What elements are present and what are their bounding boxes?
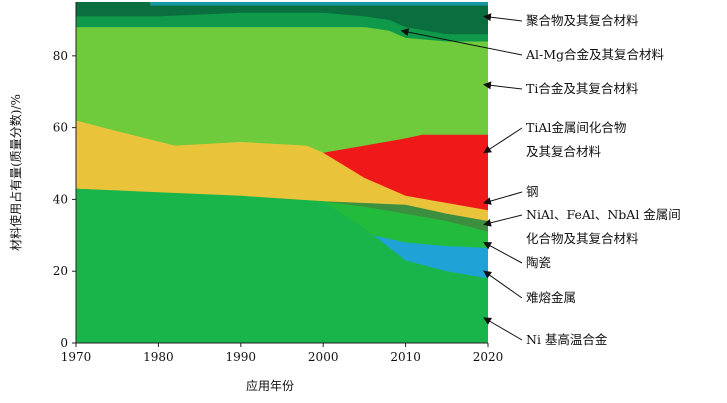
legend-item-steel: 钢: [483, 184, 539, 205]
legend-item-ti: Ti合金及其复合材料: [483, 81, 639, 96]
legend-pointer-ni: [483, 317, 523, 341]
legend-pointer-polymer: [483, 13, 523, 22]
legend-item-ceramics: 陶瓷: [483, 242, 551, 270]
x-tick-label: 1990: [226, 350, 257, 364]
y-tick-label: 80: [53, 49, 68, 63]
x-ticks: 1970 1980 1990 2000 2010 2020: [61, 343, 504, 364]
y-tick-label: 40: [53, 192, 68, 206]
x-tick-label: 2000: [308, 350, 339, 364]
legend-pointer-ti: [483, 81, 523, 90]
legend-item-almg: Al-Mg合金及其复合材料: [400, 28, 665, 62]
legend-label-intermetallic: NiAl、FeAl、NbAl 金属间: [526, 207, 681, 222]
legend-label-tial: TiAl金属间化合物: [526, 120, 626, 135]
x-tick-label: 1980: [143, 350, 174, 364]
legend-pointer-almg: [400, 28, 523, 56]
legend-pointer-refractory: [483, 270, 523, 299]
legend-item-polymer: 聚合物及其复合材料: [483, 13, 639, 28]
y-tick-label: 60: [53, 121, 68, 135]
x-tick-label: 2010: [390, 350, 421, 364]
legend-pointer-tial: [483, 127, 523, 154]
legend: 聚合物及其复合材料 Al-Mg合金及其复合材料 Ti合金及其复合材料 TiAl金属间化…: [400, 13, 681, 347]
x-axis-label: 应用年份: [246, 378, 294, 393]
legend-label-almg: Al-Mg合金及其复合材料: [525, 47, 665, 62]
legend-label-polymer: 聚合物及其复合材料: [526, 13, 639, 28]
legend-pointer-steel: [483, 191, 523, 205]
legend-label-tial: 及其复合材料: [526, 144, 602, 159]
legend-label-ceramics: 陶瓷: [526, 255, 551, 270]
x-tick-label: 2020: [473, 350, 504, 364]
x-tick-label: 1970: [61, 350, 92, 364]
legend-item-refractory: 难熔金属: [483, 270, 576, 305]
legend-label-intermetallic: 化合物及其复合材料: [526, 231, 639, 246]
legend-label-refractory: 难熔金属: [526, 290, 576, 305]
legend-pointer-ceramics: [483, 242, 523, 264]
legend-pointer-intermetallic: [483, 214, 523, 227]
y-ticks: 0 20 40 60 80: [53, 49, 76, 350]
legend-label-ni: Ni 基高温合金: [526, 332, 608, 347]
legend-label-steel: 钢: [526, 184, 539, 199]
area-layer: [76, 2, 488, 344]
legend-item-ni: Ni 基高温合金: [483, 317, 608, 347]
legend-label-ti: Ti合金及其复合材料: [526, 81, 639, 96]
y-axis-label: 材料使用占有量(质量分数)/%: [8, 94, 23, 251]
y-tick-label: 20: [53, 264, 68, 278]
y-tick-label: 0: [60, 336, 68, 350]
area-ni: [76, 188, 488, 343]
area-top-band: [150, 2, 488, 6]
